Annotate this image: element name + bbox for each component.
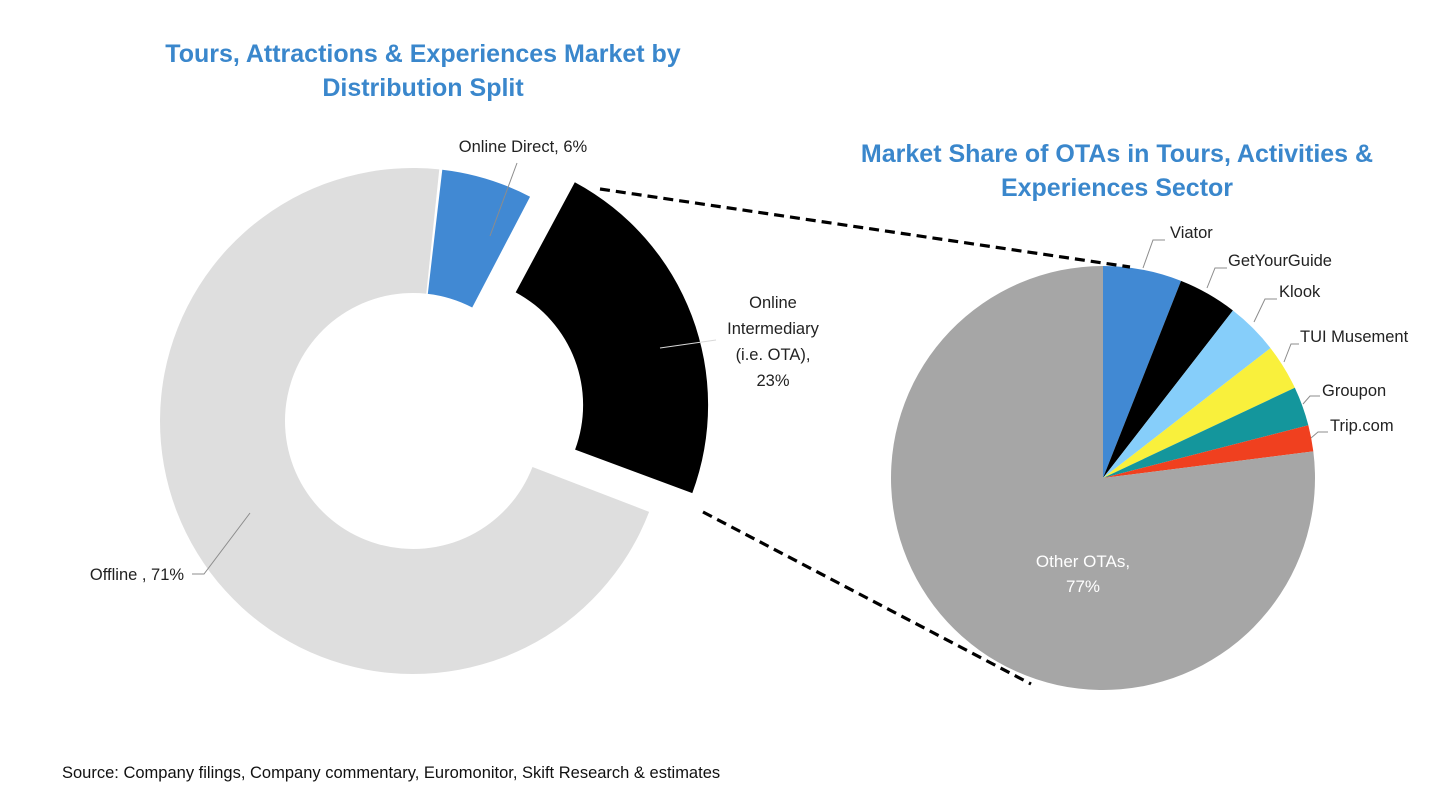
pie-title-line-2: Experiences Sector [1001, 174, 1233, 202]
pie-slice-tripcom [1103, 425, 1314, 478]
label-other-otas-line-2: 77% [1066, 577, 1100, 596]
leader-online-intermediary [659, 339, 717, 349]
label-intermediary-line-2: Intermediary [727, 320, 819, 338]
donut-chart [160, 168, 709, 674]
leader-getyourguide [1206, 267, 1227, 289]
label-groupon: Groupon [1322, 382, 1386, 400]
label-tui-musement: TUI Musement [1300, 328, 1409, 346]
leader-klook [1253, 298, 1277, 323]
label-other-otas-line-1: Other OTAs, [1036, 552, 1130, 571]
donut-slice-offline [160, 168, 650, 674]
leader-tui [1283, 343, 1299, 363]
label-tripcom: Trip.com [1330, 417, 1394, 435]
pie-slice-viator [1103, 266, 1182, 478]
label-offline: Offline , 71% [90, 566, 184, 584]
label-online-direct: Online Direct, 6% [459, 138, 588, 156]
donut-slice-online-intermediary [515, 182, 709, 494]
donut-slice-online-direct [427, 169, 531, 308]
leader-offline [192, 512, 251, 575]
leader-viator [1142, 239, 1165, 269]
pie-slice-other-otas [891, 266, 1316, 690]
connector-bottom [702, 510, 1032, 686]
pie-slice-tui-musement [1103, 348, 1295, 478]
pie-title-line-1: Market Share of OTAs in Tours, Activitie… [861, 140, 1373, 168]
donut-title-line-2: Distribution Split [322, 74, 524, 102]
leader-tripcom [1310, 431, 1328, 439]
pie-slice-groupon [1103, 387, 1309, 478]
label-intermediary-line-3: (i.e. OTA), [736, 346, 811, 364]
label-viator: Viator [1170, 224, 1213, 242]
leader-online-direct [489, 162, 518, 237]
source-note: Source: Company filings, Company comment… [62, 764, 721, 782]
label-getyourguide: GetYourGuide [1228, 252, 1332, 270]
pie-slice-getyourguide [1103, 280, 1233, 478]
pie-chart [891, 266, 1316, 690]
donut-title-line-1: Tours, Attractions & Experiences Market … [165, 40, 681, 68]
label-intermediary-line-4: 23% [756, 372, 789, 390]
pie-slice-klook [1103, 310, 1271, 478]
connector-top [599, 187, 1131, 269]
leader-groupon [1302, 395, 1320, 405]
label-intermediary-line-1: Online [749, 294, 797, 312]
label-klook: Klook [1279, 283, 1321, 301]
